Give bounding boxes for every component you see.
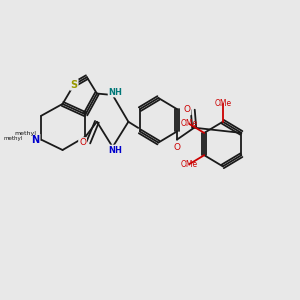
Text: OMe: OMe — [214, 99, 231, 108]
Text: NH: NH — [109, 88, 122, 97]
Text: O: O — [184, 105, 190, 114]
Text: OMe: OMe — [181, 160, 198, 169]
Text: methyl: methyl — [3, 136, 22, 141]
Text: OMe: OMe — [181, 119, 198, 128]
Text: O: O — [173, 142, 181, 152]
Text: S: S — [70, 80, 78, 90]
Text: N: N — [31, 135, 40, 145]
Text: methyl: methyl — [14, 131, 36, 136]
Text: O: O — [79, 138, 86, 147]
Text: NH: NH — [109, 146, 122, 154]
